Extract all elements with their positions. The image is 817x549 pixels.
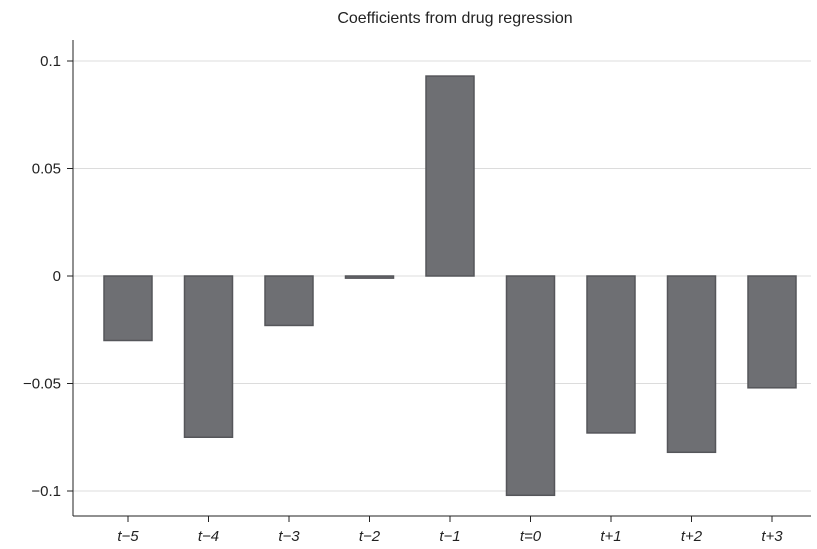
bar — [183, 275, 234, 438]
bar — [103, 275, 153, 342]
x-tick-label: t+1 — [600, 528, 621, 545]
bar — [425, 75, 475, 277]
y-tick-labels: 0.1 0.05 0 −0.05 −0.1 — [23, 53, 73, 500]
chart-title: Coefficients from drug regression — [337, 10, 572, 27]
y-tick-label: −0.1 — [31, 483, 61, 500]
bars — [103, 75, 797, 497]
x-tick-label: t+2 — [681, 528, 703, 545]
bar — [666, 275, 717, 454]
x-tick-label: t−4 — [198, 528, 219, 545]
bar — [747, 275, 797, 389]
bar — [586, 275, 636, 434]
x-tick-label: t−1 — [439, 528, 460, 545]
x-tick-label: t−3 — [278, 528, 300, 545]
x-tick-label: t=0 — [520, 528, 542, 545]
y-tick-label: −0.05 — [23, 376, 61, 393]
bar — [264, 275, 314, 327]
axes — [72, 40, 811, 517]
x-tick-label: t+3 — [761, 528, 783, 545]
y-tick-label: 0.1 — [40, 53, 61, 70]
y-tick-label: 0.05 — [32, 161, 61, 178]
x-tick-labels: t−5 t−4 t−3 t−2 t−1 t=0 t+1 t+2 t+3 — [117, 516, 783, 545]
y-tick-label: 0 — [53, 268, 61, 285]
x-tick-label: t−2 — [359, 528, 381, 545]
bar — [344, 275, 395, 279]
x-tick-label: t−5 — [117, 528, 139, 545]
bar — [505, 275, 556, 497]
